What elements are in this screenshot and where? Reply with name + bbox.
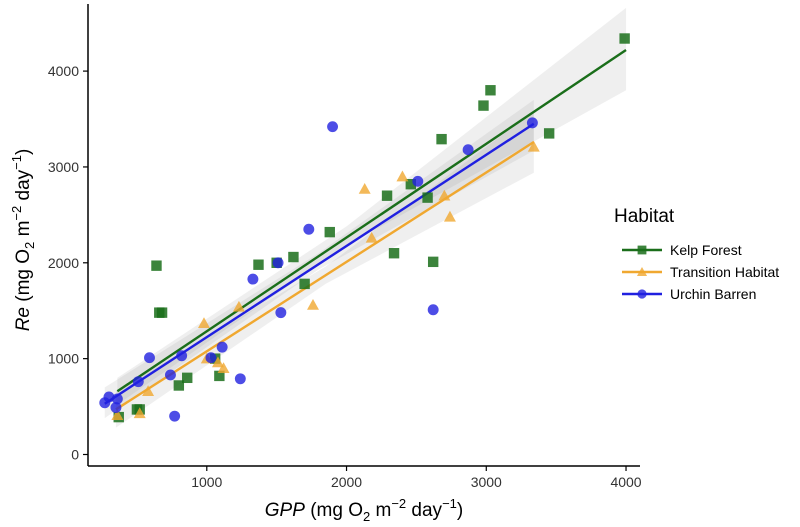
data-point-kelp-forest [619, 33, 630, 44]
data-point-kelp-forest [299, 278, 310, 290]
confidence-band-urchin-barren [104, 99, 534, 419]
data-point-urchin-barren [169, 410, 181, 422]
data-point-transition-habitat [527, 140, 540, 152]
data-point-kelp-forest [485, 85, 496, 96]
data-point-urchin-barren [275, 307, 287, 319]
data-point-kelp-forest [422, 192, 433, 203]
data-point-urchin-barren [272, 257, 284, 269]
regression-lines [104, 49, 627, 411]
x-axis-title: GPP (mg O2 m−2 day−1) [265, 496, 463, 524]
data-point-kelp-forest [324, 226, 335, 238]
x-tick-label: 1000 [191, 474, 222, 490]
y-axis-title: Re (mg O2 m−2 day−1) [9, 149, 37, 332]
data-point-kelp-forest [543, 128, 555, 139]
legend-label-kelp-forest: Kelp Forest [670, 242, 742, 258]
data-point-transition-habitat [438, 189, 451, 201]
fit-line-kelp-forest [116, 49, 627, 393]
data-point-transition-habitat [443, 210, 456, 222]
data-point-kelp-forest [436, 133, 447, 145]
y-tick-label: 4000 [48, 63, 79, 79]
legend: Habitat Kelp Forest Transition Habitat Urc… [614, 206, 779, 302]
data-point-urchin-barren [176, 350, 188, 362]
data-point-kelp-forest [388, 248, 400, 259]
data-point-transition-habitat [396, 170, 409, 182]
legend-title: Habitat [614, 206, 675, 227]
x-axis-ticks: 1000 2000 3000 4000 [191, 466, 642, 490]
y-tick-label: 3000 [48, 159, 79, 175]
data-point-transition-habitat [365, 231, 378, 243]
data-point-urchin-barren [164, 369, 176, 381]
data-point-kelp-forest [478, 100, 489, 111]
legend-marker-urchin-barren [637, 289, 647, 299]
data-point-kelp-forest [214, 370, 225, 382]
data-point-transition-habitat [358, 183, 371, 194]
x-tick-label: 4000 [610, 474, 641, 490]
data-point-urchin-barren [462, 144, 474, 156]
y-tick-label: 1000 [48, 351, 79, 367]
data-point-urchin-barren [247, 273, 259, 285]
data-point-urchin-barren [412, 175, 424, 187]
data-point-transition-habitat [232, 300, 245, 312]
data-point-urchin-barren [327, 121, 339, 133]
data-point-urchin-barren [110, 402, 122, 413]
data-point-urchin-barren [132, 376, 144, 388]
data-point-transition-habitat [217, 362, 230, 374]
legend-marker-transition-habitat [636, 266, 648, 277]
data-point-urchin-barren [144, 352, 155, 364]
data-point-kelp-forest [288, 251, 299, 263]
fit-line-urchin-barren [104, 122, 535, 405]
data-point-urchin-barren [216, 341, 228, 353]
data-point-urchin-barren [103, 391, 115, 403]
data-point-transition-habitat [111, 409, 124, 420]
data-point-transition-habitat [142, 385, 155, 397]
confidence-bands [104, 7, 627, 428]
legend-label-transition-habitat: Transition Habitat [670, 264, 779, 280]
data-point-kelp-forest [381, 190, 393, 201]
data-point-kelp-forest [253, 259, 264, 270]
data-point-urchin-barren [234, 373, 246, 385]
y-axis-ticks: 0 1000 2000 3000 4000 [48, 63, 88, 462]
data-point-urchin-barren [205, 352, 217, 364]
data-point-transition-habitat [198, 317, 210, 328]
legend-label-urchin-barren: Urchin Barren [670, 286, 756, 302]
data-point-urchin-barren [303, 223, 315, 235]
data-point-kelp-forest [173, 380, 185, 391]
data-point-kelp-forest [405, 178, 417, 190]
fit-line-transition-habitat [115, 141, 535, 411]
data-point-transition-habitat [307, 298, 319, 310]
data-point-kelp-forest [182, 372, 193, 384]
data-point-urchin-barren [111, 393, 123, 405]
data-point-kelp-forest [156, 307, 168, 318]
data-point-kelp-forest [427, 256, 439, 268]
legend-marker-kelp-forest [637, 245, 647, 255]
x-tick-label: 3000 [471, 474, 502, 490]
data-points [99, 33, 630, 423]
data-point-transition-habitat [133, 407, 146, 419]
y-tick-label: 2000 [48, 255, 79, 271]
data-point-kelp-forest [151, 260, 162, 271]
data-point-urchin-barren [427, 304, 439, 316]
data-point-urchin-barren [526, 117, 538, 129]
x-tick-label: 2000 [331, 474, 362, 490]
y-tick-label: 0 [71, 446, 79, 462]
data-point-transition-habitat [211, 356, 224, 368]
